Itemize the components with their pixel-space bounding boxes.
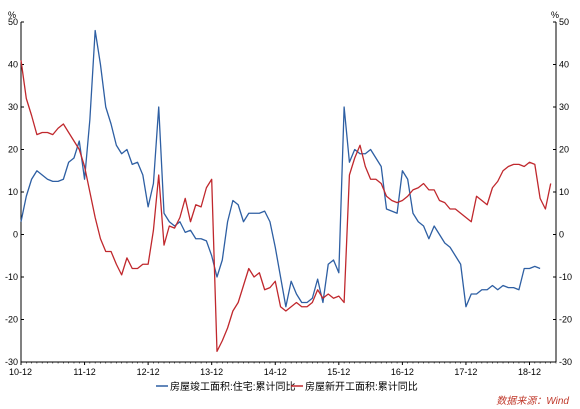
x-tick-label: 11-12 — [73, 367, 95, 377]
right-unit-label: % — [551, 10, 559, 20]
y-tick-label-left: -10 — [5, 272, 18, 282]
y-tick-label-right: 10 — [559, 187, 569, 197]
y-tick-label-left: 30 — [8, 102, 18, 112]
x-tick-label: 13-12 — [200, 367, 223, 377]
x-tick-label: 16-12 — [391, 367, 414, 377]
series-line-2 — [20, 60, 552, 353]
series-line-1 — [20, 29, 541, 308]
y-tick-label-left: 0 — [13, 230, 18, 240]
y-tick-label-right: -20 — [559, 315, 572, 325]
source-note: 数据来源：Wind — [496, 395, 569, 407]
x-tick-label: 17-12 — [454, 367, 477, 377]
y-tick-label-right: -30 — [559, 357, 572, 367]
x-tick-label: 15-12 — [327, 367, 350, 377]
y-tick-label-left: 40 — [8, 60, 18, 70]
legend-label-2: 房屋新开工面积:累计同比 — [305, 380, 418, 393]
y-tick-label-right: 30 — [559, 102, 569, 112]
y-tick-label-right: -10 — [559, 272, 572, 282]
x-tick-label: 18-12 — [518, 367, 541, 377]
legend-label-1: 房屋竣工面积:住宅:累计同比 — [170, 380, 296, 393]
series-lines — [20, 29, 552, 353]
y-tick-label-left: -30 — [5, 357, 18, 367]
chart-axes — [20, 21, 557, 365]
y-tick-label-left: 20 — [8, 145, 18, 155]
x-tick-label: 12-12 — [137, 367, 160, 377]
y-tick-label-right: 20 — [559, 145, 569, 155]
y-tick-label-right: 40 — [559, 60, 569, 70]
y-tick-label-right: 50 — [559, 17, 569, 27]
tick-labels: 50 50 40 40 30 30 20 20 10 10 0 0 -10 -10 -20 -20 -30 -30… — [5, 17, 572, 377]
y-tick-label-left: 50 — [8, 17, 18, 27]
y-tick-label-left: -20 — [5, 315, 18, 325]
y-tick-label-right: 0 — [559, 230, 564, 240]
left-unit-label: % — [8, 10, 16, 20]
legend: 房屋竣工面积:住宅:累计同比 房屋新开工面积:累计同比 — [156, 380, 418, 393]
y-tick-label-left: 10 — [8, 187, 18, 197]
x-tick-label: 10-12 — [9, 367, 32, 377]
x-tick-label: 14-12 — [264, 367, 287, 377]
